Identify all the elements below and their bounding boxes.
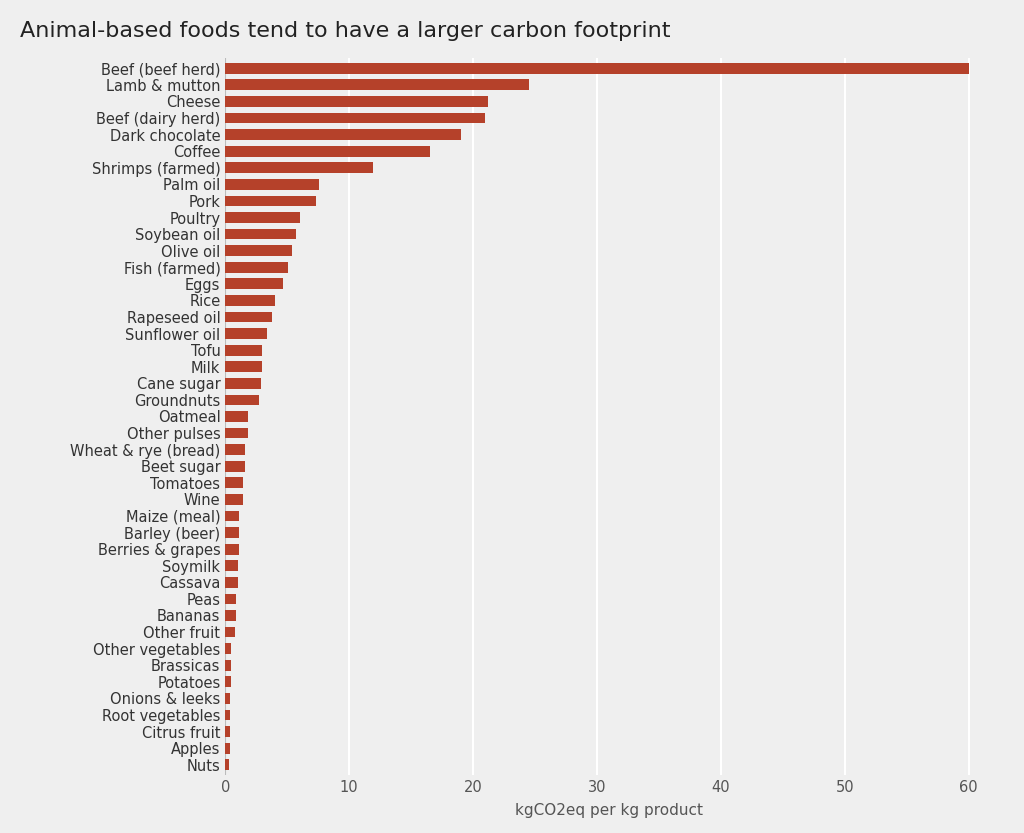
Bar xyxy=(225,760,229,771)
Bar xyxy=(225,229,296,239)
Bar xyxy=(225,643,231,654)
Bar xyxy=(225,710,230,721)
Bar xyxy=(225,245,292,256)
Bar xyxy=(225,477,243,488)
Bar xyxy=(225,427,248,438)
Bar xyxy=(225,378,261,389)
Bar xyxy=(225,561,238,571)
Bar xyxy=(225,693,230,704)
Bar xyxy=(225,112,485,123)
Bar xyxy=(225,461,245,471)
Bar xyxy=(225,129,461,140)
Bar xyxy=(225,146,430,157)
Bar xyxy=(225,544,239,555)
Bar xyxy=(225,328,267,339)
Bar xyxy=(225,676,231,687)
Bar xyxy=(225,412,248,421)
Bar xyxy=(225,494,243,505)
X-axis label: kgCO2eq per kg product: kgCO2eq per kg product xyxy=(515,803,703,818)
Bar xyxy=(225,79,528,90)
Bar xyxy=(225,527,239,538)
Bar xyxy=(225,312,272,322)
Bar xyxy=(225,577,238,588)
Bar xyxy=(225,362,262,372)
Bar xyxy=(225,179,319,190)
Bar xyxy=(225,96,487,107)
Bar xyxy=(225,743,230,754)
Bar xyxy=(225,278,284,289)
Bar xyxy=(225,610,237,621)
Text: Animal-based foods tend to have a larger carbon footprint: Animal-based foods tend to have a larger… xyxy=(20,21,671,41)
Bar xyxy=(225,262,289,272)
Bar xyxy=(225,395,259,406)
Bar xyxy=(225,726,230,737)
Bar xyxy=(225,196,315,207)
Bar xyxy=(225,162,373,173)
Bar xyxy=(225,212,300,223)
Bar xyxy=(225,660,231,671)
Bar xyxy=(225,594,237,604)
Bar xyxy=(225,62,969,73)
Bar xyxy=(225,511,239,521)
Bar xyxy=(225,345,262,356)
Bar xyxy=(225,295,274,306)
Bar xyxy=(225,626,236,637)
Bar xyxy=(225,444,245,455)
